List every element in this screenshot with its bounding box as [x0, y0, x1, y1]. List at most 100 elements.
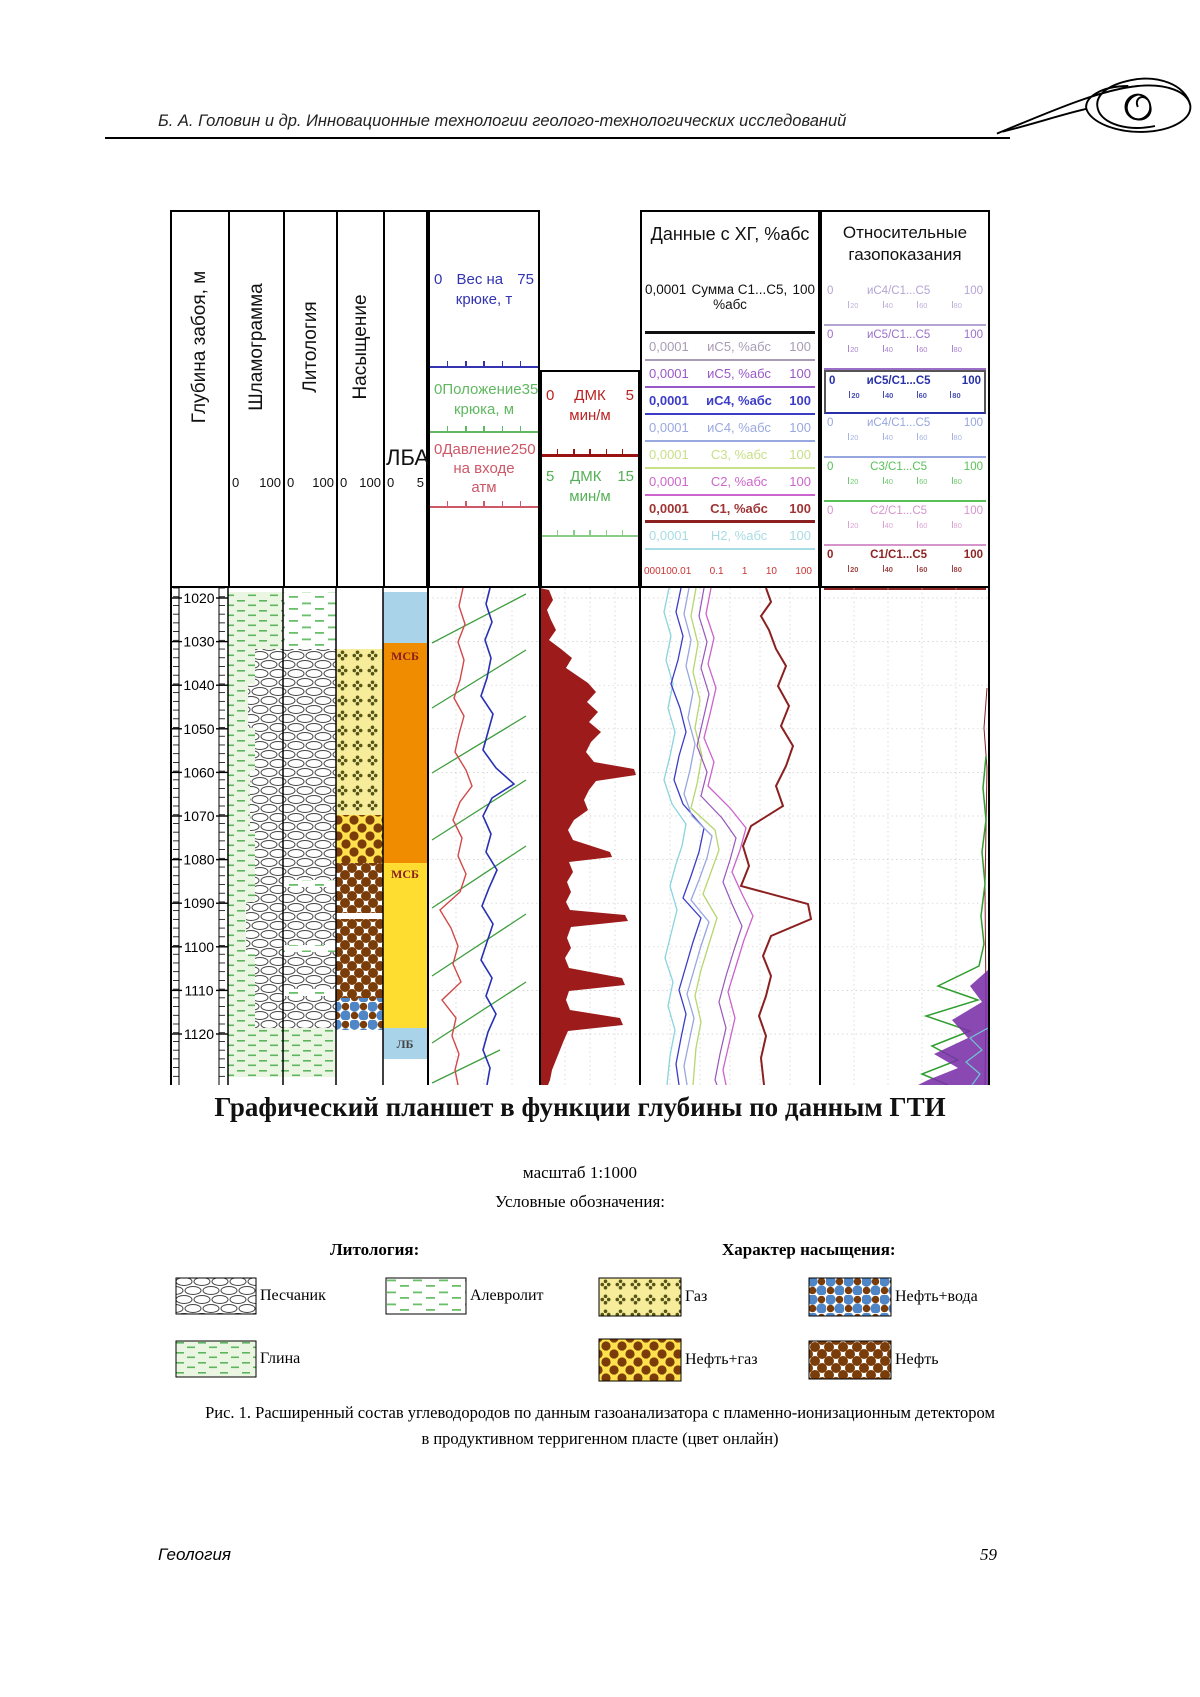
svg-text:1030: 1030 — [183, 634, 214, 650]
curve-name: ДМК — [570, 468, 602, 485]
curve-min: 0 — [546, 387, 555, 404]
hook-position-header: 0 Положение 35 крюка, м — [434, 380, 538, 420]
map-scale-note: масштаб 1:1000 — [522, 1163, 638, 1182]
scale-max: 5 — [416, 475, 424, 490]
rel-row-c3: 0 С3/С1...С5 100 20 40 60 80 — [824, 458, 986, 502]
log-track-headers: Глубина забоя, м Шламограмма 0 100 Литол… — [170, 210, 990, 590]
legend-lithology-title: Литология: — [330, 1240, 420, 1259]
svg-text:1100: 1100 — [184, 939, 214, 955]
scale-min: 0 — [287, 475, 295, 490]
track-header-lba: ЛБА 0 5 — [383, 212, 430, 586]
curve-max: 100 — [792, 282, 815, 297]
hg-log-axis: 000100.01 0.1 1 10 100 — [644, 566, 812, 577]
relative-gas-curves — [918, 687, 989, 1085]
rel-cyan-curve — [965, 1027, 989, 1085]
scale-min: 0 — [387, 475, 395, 490]
rel-row-c2: 0 С2/С1...С5 100 20 40 60 80 — [824, 502, 986, 546]
shlamogramma-scale: 0 100 — [232, 475, 281, 490]
hook-weight-scaleline — [430, 360, 538, 368]
svg-text:1020: 1020 — [183, 590, 214, 606]
depth-ruler: 1020 1030 1040 1050 1060 1070 1080 1090 1100 1110… — [170, 588, 228, 1085]
curve-name2: крюке, т — [455, 291, 513, 308]
shlamogramma-column — [228, 592, 283, 1077]
header-rule — [105, 137, 1010, 139]
figure-title: Графический планшет в функции глубины по… — [214, 1092, 946, 1122]
track-header-shlamogramma: Шламограмма 0 100 — [228, 212, 283, 586]
hg-curves — [663, 588, 813, 1085]
curve-name2: крюка, м — [453, 401, 515, 418]
legend-heading: Условные обозначения: — [494, 1192, 666, 1211]
hg-row-c1: 0,0001 С1, %абс 100 — [645, 496, 815, 523]
ic4b-curve — [683, 588, 713, 1085]
journal-logo-icon — [996, 77, 1192, 135]
dmk1-header: 0 ДМК 5 мин/м — [546, 386, 634, 426]
msb-label-2: МСБ — [391, 867, 419, 881]
rel-row-ic4a: 0 иС4/С1...С5 100 20 40 60 80 — [824, 282, 986, 326]
ic4-curve — [670, 588, 705, 1085]
msb-label-1: МСБ — [391, 649, 419, 663]
curve-min: 0 — [434, 271, 443, 288]
inlet-pressure-header: 0 Давление 250 на входе атм — [434, 440, 536, 497]
svg-text:1090: 1090 — [183, 895, 214, 911]
curve-name: Положение — [442, 381, 522, 398]
dmk2-scaleline — [542, 529, 638, 537]
lba-column: МСБ МСБ ЛБ — [383, 592, 428, 1059]
curve-min: 0,0001 — [645, 282, 687, 297]
scale-max: 100 — [259, 475, 281, 490]
legend-item-oil: Нефть — [808, 1340, 939, 1380]
hg-sum-row: 0,0001 Сумма С1...С5, 100 %абс — [645, 282, 815, 334]
scale-min: 0 — [340, 475, 348, 490]
legend-item-gas: Газ — [598, 1277, 707, 1317]
svg-text:1040: 1040 — [183, 677, 214, 693]
rel-row-c1: 0 С1/С1...С5 100 20 40 60 80 — [824, 546, 986, 590]
track-header-hook: 0 Вес на 75 крюке, т 0 Положение 35 крюк… — [428, 210, 540, 588]
dmk1-scaleline — [542, 449, 638, 457]
relative-title: Относительные газопоказания — [842, 223, 968, 264]
curve-name3: атм — [471, 479, 497, 496]
hook-weight-curve — [480, 588, 516, 1085]
curve-max: 5 — [625, 387, 634, 404]
curve-name: Сумма С1...С5, — [691, 282, 788, 297]
legend-item-siltstone: Алевролит — [385, 1277, 544, 1315]
curve-min: 0 — [434, 381, 443, 398]
track-header-lithology: Литология 0 100 — [283, 212, 336, 586]
shlamogramma-label: Шламограмма — [245, 283, 267, 411]
lithology-label: Литология — [299, 301, 321, 393]
lba-label: ЛБА — [386, 445, 430, 470]
dmk-curve — [540, 588, 636, 1085]
curve-name: Вес на — [456, 271, 504, 288]
legend-item-sandstone: Песчаник — [175, 1277, 326, 1315]
depth-track-label: Глубина забоя, м — [189, 270, 210, 424]
legend-saturation-title: Характер насыщения: — [722, 1240, 896, 1259]
h2-curve — [663, 588, 687, 1085]
hg-row-c2: 0,0001 С2, %абс 100 — [645, 469, 815, 496]
lb-label: ЛБ — [397, 1037, 414, 1051]
legend-item-oilgas: Нефть+газ — [598, 1338, 758, 1382]
footer-page-number: 59 — [980, 1545, 997, 1564]
legend-item-oilwater: Нефть+вода — [808, 1277, 978, 1317]
svg-text:1060: 1060 — [183, 764, 214, 780]
curve-max: 35 — [521, 381, 539, 398]
saturation-scale: 0 100 — [340, 475, 381, 490]
rel-row-ic5a: 0 иС5/С1...С5 100 20 40 60 80 — [824, 326, 986, 370]
c1-curve — [739, 588, 813, 1085]
running-header: Б. А. Головин и др. Инновационные технол… — [158, 112, 847, 130]
track-header-relative: Относительные газопоказания 0 иС4/С1...С5… — [820, 210, 990, 590]
scale-max: 100 — [312, 475, 334, 490]
inlet-pressure-curve — [439, 588, 473, 1085]
vertical-gridlines — [455, 588, 957, 1085]
track-header-dmk: 0 ДМК 5 мин/м 5 ДМК 15 мин/м — [540, 370, 640, 588]
hg-row-ic5a: 0,0001 иС5, %абс 100 — [645, 334, 815, 361]
hg-row-c3: 0,0001 С3, %абс 100 — [645, 442, 815, 469]
track-header-hg: Данные с ХГ, %абс 0,0001 Сумма С1...С5, … — [640, 210, 820, 588]
scale-max: 100 — [359, 475, 381, 490]
footer-section: Геология — [158, 1545, 231, 1564]
figure-caption: Рис. 1. Расширенный состав углеводородов… — [205, 1403, 995, 1448]
lba-scale: 0 5 — [387, 475, 424, 490]
scale-min: 0 — [232, 475, 240, 490]
well-log-plot: МСБ МСБ ЛБ 10201030104010501060107010801… — [170, 588, 990, 1085]
c3-curve — [690, 588, 720, 1085]
rel-purple-fill — [918, 970, 988, 1085]
hg-row-h2: 0,0001 Н2, %абс 100 — [645, 523, 815, 550]
